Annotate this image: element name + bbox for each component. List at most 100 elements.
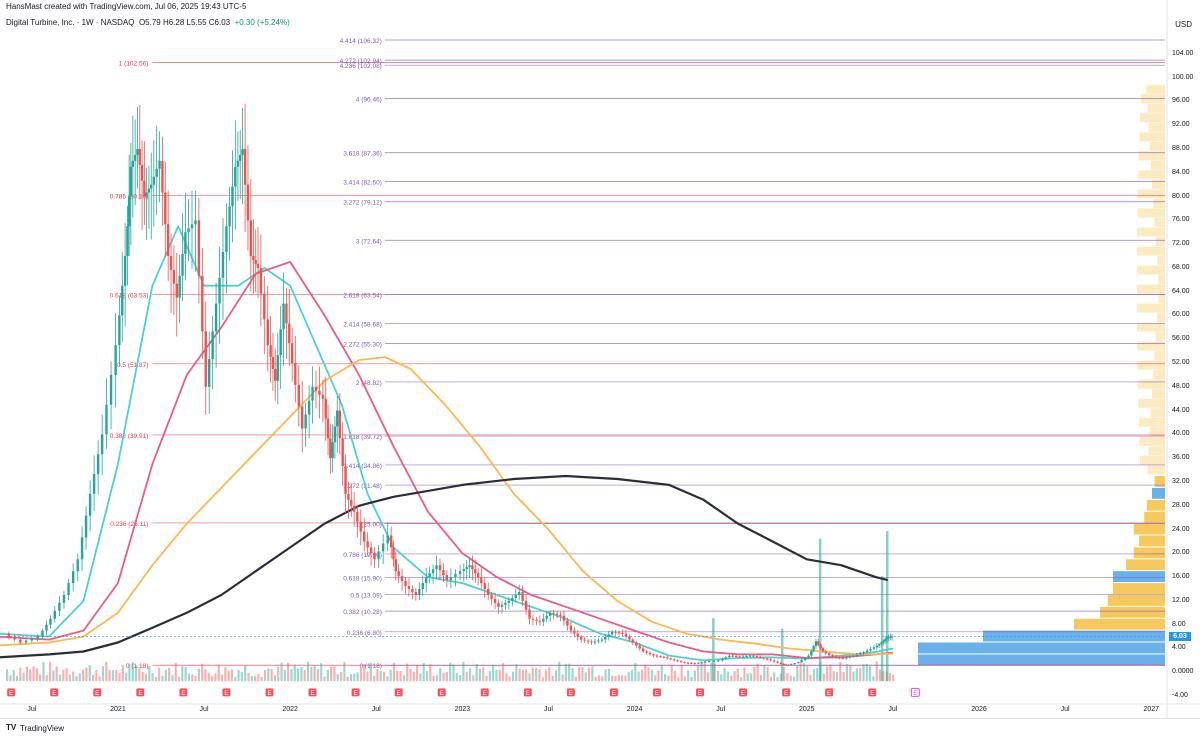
volume-bar <box>42 662 45 682</box>
earnings-marker: E <box>868 688 877 697</box>
candle-body <box>655 655 659 657</box>
earnings-marker: E <box>50 688 59 697</box>
volume-bar <box>35 668 38 682</box>
candle-body <box>779 662 783 664</box>
volume-bar <box>531 668 534 682</box>
price-axis[interactable] <box>0 0 1200 718</box>
volume-bar <box>323 676 326 682</box>
volume-bar <box>343 661 346 682</box>
candle-body <box>662 656 666 658</box>
candle-body <box>324 398 327 419</box>
earnings-marker-label: E <box>870 691 874 697</box>
candle-body <box>827 653 831 656</box>
candle-body <box>109 374 113 405</box>
candle-body <box>552 612 555 614</box>
earnings-marker: E <box>222 688 231 697</box>
volume-bar <box>376 669 379 682</box>
volume-bar <box>52 670 55 682</box>
earnings-marker: E <box>696 688 705 697</box>
candle-body <box>865 650 869 653</box>
volume-bar <box>432 675 435 682</box>
candle-body <box>862 652 865 654</box>
candle-body <box>147 188 151 193</box>
volume-bar <box>416 665 419 682</box>
volume-bar <box>373 675 376 682</box>
candle-body <box>373 553 376 560</box>
candle-body <box>752 655 755 657</box>
candle-body <box>676 660 679 662</box>
candle-body <box>782 663 786 665</box>
candle-body <box>266 319 269 346</box>
volume-bar <box>581 667 584 682</box>
earnings-marker: E <box>265 688 274 697</box>
volume-bar <box>174 662 177 682</box>
volume-profile-bar <box>1139 132 1165 142</box>
volume-bar <box>409 668 412 682</box>
candle-body <box>211 331 214 360</box>
volume-bar <box>468 668 472 682</box>
earnings-marker-label: E <box>397 691 401 697</box>
candle-body <box>169 255 173 270</box>
candle-body <box>848 656 852 658</box>
volume-bar <box>353 673 356 682</box>
volume-bar <box>339 672 343 682</box>
volume-bar <box>624 675 627 682</box>
earnings-marker: E <box>652 688 661 697</box>
volume-profile-bar <box>1113 571 1165 583</box>
volume-bar <box>601 676 604 682</box>
candle-body <box>127 196 131 227</box>
earnings-marker-label: E <box>311 691 315 697</box>
volume-bar <box>544 669 548 682</box>
earnings-marker: E <box>93 688 102 697</box>
candle-body <box>290 343 294 364</box>
moving-averages <box>0 225 894 662</box>
candle-body <box>538 620 542 622</box>
tradingview-brand[interactable]: TradingView <box>20 724 65 733</box>
y-tick-label: -4.00 <box>1172 692 1188 700</box>
candle-body <box>845 657 848 659</box>
footer: TV TradingView <box>0 718 1200 738</box>
volume-bar <box>22 672 25 682</box>
earnings-marker-bg <box>50 688 59 697</box>
fib-retracement-label: 1 (102.56) <box>119 60 149 67</box>
earnings-marker: E <box>480 688 489 697</box>
candle-body <box>314 386 318 391</box>
earnings-marker-label: E <box>827 691 831 697</box>
fib-retracement-label: 0.236 (25.11) <box>110 521 148 528</box>
volume-profile-bar <box>1150 408 1165 418</box>
candle-body <box>352 505 356 512</box>
volume-bar <box>164 669 167 682</box>
volume-profile-bar <box>1137 379 1165 389</box>
volume-bar <box>710 662 713 682</box>
moving-average-line <box>0 356 893 656</box>
volume-bar <box>591 666 594 682</box>
change-value: +0.30 (+5.24%) <box>234 18 290 27</box>
volume-bar <box>336 673 339 682</box>
volume-bar <box>68 674 72 682</box>
volume-bar <box>482 667 485 682</box>
earnings-marker-label: E <box>698 691 702 697</box>
volume-bars <box>6 531 895 682</box>
volume-bar <box>756 663 759 682</box>
candle-body <box>507 600 511 603</box>
candle-body <box>333 426 337 443</box>
volume-bar <box>892 674 895 682</box>
volume-profile-bar <box>1137 322 1165 332</box>
candle-body <box>490 594 493 599</box>
x-tick-label: Jul <box>1060 706 1070 713</box>
volume-bar <box>743 667 746 682</box>
volume-bar <box>250 675 253 682</box>
currency-label[interactable]: USD <box>1175 20 1192 29</box>
tradingview-logo-icon[interactable]: TV <box>6 723 17 732</box>
candle-body <box>784 664 788 666</box>
candle-body <box>331 442 334 459</box>
earnings-marker-label: E <box>569 691 573 697</box>
volume-bar <box>131 662 134 682</box>
candle-body <box>53 610 56 619</box>
volume-profile-bar <box>1157 313 1165 323</box>
earnings-marker-bg <box>351 688 360 697</box>
fib-retracement-label: 0.5 (51.87) <box>117 362 148 369</box>
symbol-info[interactable]: Digital Turbine, Inc. · 1W · NASDAQ O5.7… <box>6 18 290 27</box>
candle-body <box>143 180 146 197</box>
